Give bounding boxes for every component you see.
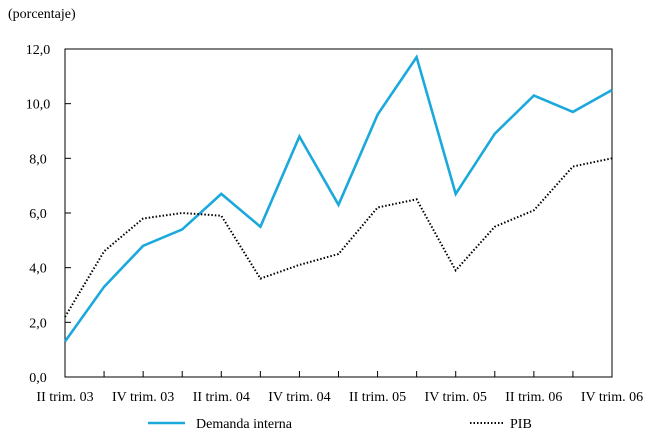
x-tick-label: IV trim. 06 bbox=[581, 390, 643, 405]
x-tick-label: IV trim. 03 bbox=[112, 390, 174, 405]
series-line-0 bbox=[63, 54, 613, 343]
x-tick-label: II trim. 05 bbox=[349, 390, 406, 405]
x-tick-label: IV trim. 04 bbox=[268, 390, 330, 405]
y-tick-label: 0,0 bbox=[29, 371, 47, 386]
legend-label-0: Demanda interna bbox=[196, 417, 293, 432]
y-tick-label: 12,0 bbox=[26, 43, 51, 58]
unit-label: (porcentaje) bbox=[8, 7, 76, 22]
x-tick-label: II trim. 04 bbox=[193, 390, 250, 405]
y-tick-label: 10,0 bbox=[26, 98, 51, 113]
y-tick-label: 8,0 bbox=[29, 152, 47, 167]
x-tick-label: II trim. 06 bbox=[505, 390, 562, 405]
x-tick-label: IV trim. 05 bbox=[425, 390, 487, 405]
x-tick-label: II trim. 03 bbox=[36, 390, 93, 405]
y-tick-label: 4,0 bbox=[29, 262, 47, 277]
series-line-1 bbox=[64, 157, 613, 318]
y-tick-label: 2,0 bbox=[29, 316, 47, 331]
y-tick-label: 6,0 bbox=[29, 207, 47, 222]
legend-label-1: PIB bbox=[510, 417, 532, 432]
